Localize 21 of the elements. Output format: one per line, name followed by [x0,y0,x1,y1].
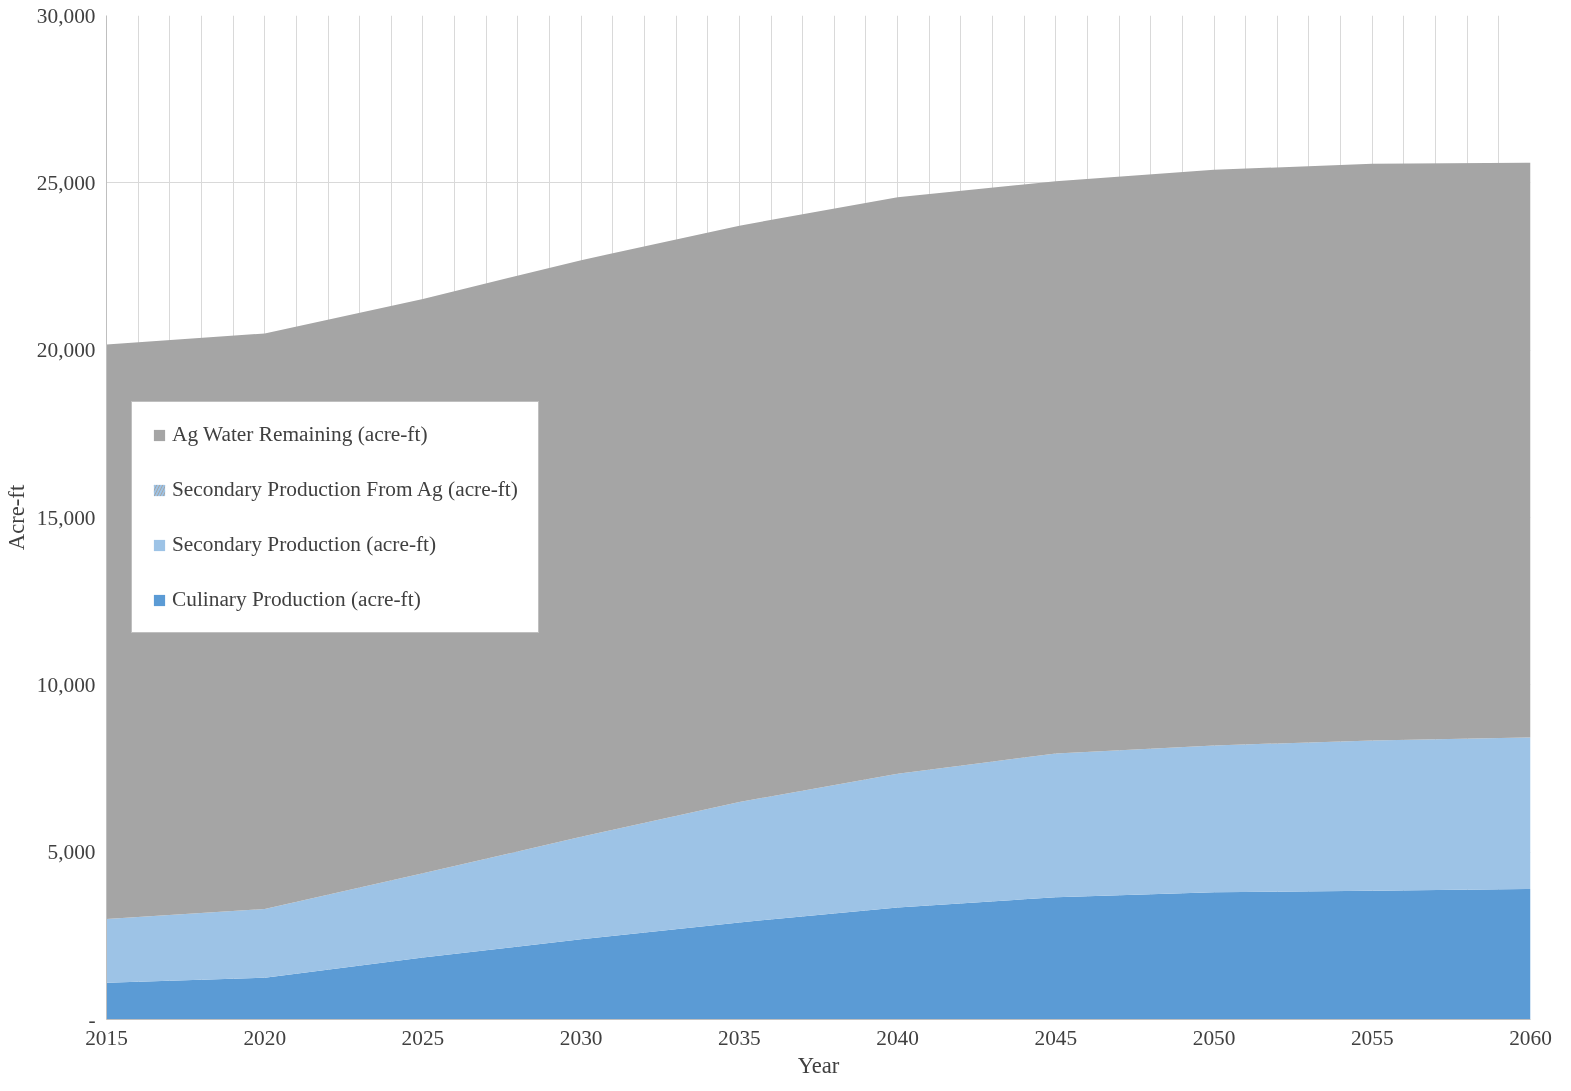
legend-label: Secondary Production (acre-ft) [172,532,437,557]
x-tick-label: 2045 [1034,1025,1078,1050]
legend-label: Culinary Production (acre-ft) [172,587,421,612]
x-tick-label: 2030 [559,1025,603,1050]
y-tick-label: 25,000 [36,170,96,195]
y-tick-label: 5,000 [47,840,96,865]
x-tick-label: 2020 [243,1025,287,1050]
x-tick-label: 2060 [1509,1025,1552,1050]
y-tick-label: 10,000 [36,672,96,697]
legend-label: Secondary Production From Ag (acre-ft) [172,477,518,502]
y-tick-label: 15,000 [36,505,96,530]
y-tick-label: 20,000 [36,338,96,363]
x-tick-label: 2035 [718,1025,761,1050]
x-axis-title: Year [797,1052,840,1078]
y-tick-label: 30,000 [36,3,96,28]
x-tick-label: 2050 [1192,1025,1236,1050]
x-tick-label: 2055 [1350,1025,1394,1050]
x-tick-label: 2040 [876,1025,919,1050]
legend-label: Ag Water Remaining (acre-ft) [172,422,428,447]
y-axis-title: Acre-ft [3,484,29,551]
x-tick-label: 2025 [401,1025,445,1050]
